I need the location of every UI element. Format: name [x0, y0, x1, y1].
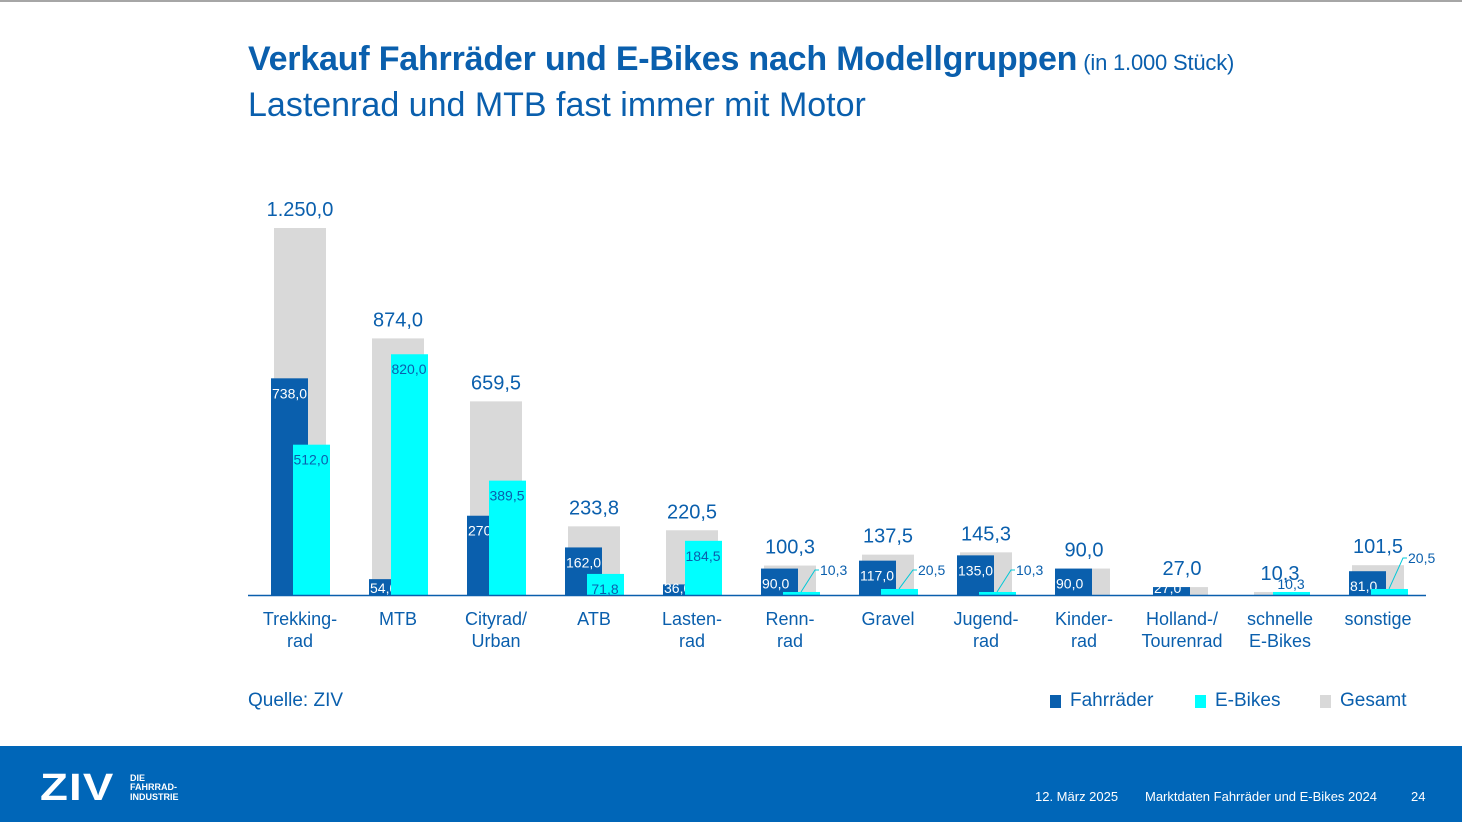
bar-fahrraeder [1153, 587, 1190, 595]
category-label: rad [973, 631, 999, 651]
legend-label: Gesamt [1340, 690, 1407, 711]
category-label: Renn- [765, 609, 814, 629]
bar-chart: 1.250,0 738,0 512,0 Trekking-rad 874,0 54,0 82… [248, 199, 1435, 651]
category-label: E-Bikes [1249, 631, 1311, 651]
category-label: Tourenrad [1141, 631, 1222, 651]
legend-item-gesamt: Gesamt [1320, 690, 1407, 712]
data-label-ebikes: 10,3 [820, 562, 847, 578]
bar-fahrraeder [1055, 568, 1092, 595]
data-label-ebikes: 820,0 [391, 361, 426, 377]
data-label-fahrraeder: 162,0 [566, 554, 601, 570]
bar-ebikes [685, 540, 722, 595]
bar-ebikes [391, 354, 428, 595]
category-label: rad [1071, 631, 1097, 651]
data-label-gesamt: 1.250,0 [267, 199, 334, 221]
data-label-fahrraeder: 90,0 [762, 576, 789, 592]
data-label-ebikes: 512,0 [293, 452, 328, 468]
chart-subtitle: Lastenrad und MTB fast immer mit Motor [248, 86, 866, 124]
title-unit: (in 1.000 Stück) [1083, 50, 1235, 75]
leader-line [996, 569, 1015, 593]
legend-label: Fahrräder [1070, 690, 1154, 711]
data-label-gesamt: 90,0 [1065, 540, 1104, 562]
category-label: Urban [471, 631, 520, 651]
category-label: rad [287, 631, 313, 651]
footer-doc-title: Marktdaten Fahrräder und E-Bikes 2024 [1145, 789, 1377, 804]
logo-sub-line: FAHRRAD- [130, 782, 177, 793]
data-label-gesamt: 10,3 [1261, 563, 1300, 585]
bar-ebikes [1371, 588, 1408, 595]
legend-item-ebikes: E-Bikes [1195, 690, 1280, 712]
ziv-logo: ZIV DIE FAHRRAD- INDUSTRIE [40, 767, 179, 809]
category-label: Jugend- [953, 609, 1018, 629]
legend-item-fahrraeder: Fahrräder [1050, 690, 1153, 712]
category-label: Lasten- [662, 609, 722, 629]
leader-line [800, 569, 819, 593]
top-border [0, 0, 1462, 2]
data-label-fahrraeder: 117,0 [860, 568, 894, 584]
data-label-gesamt: 220,5 [667, 501, 717, 523]
title-text: Verkauf Fahrräder und E-Bikes nach Model… [248, 40, 1078, 78]
data-label-ebikes: 10,3 [1277, 576, 1304, 592]
legend-label: E-Bikes [1215, 690, 1281, 711]
category-label: ATB [577, 609, 611, 629]
data-label-ebikes: 71,8 [591, 581, 618, 597]
data-label-gesamt: 659,5 [471, 372, 521, 394]
bar-fahrraeder [957, 555, 994, 595]
bar-ebikes [587, 573, 624, 595]
data-label-fahrraeder: 36,0 [664, 580, 691, 596]
category-label: rad [679, 631, 705, 651]
bar-fahrraeder [663, 584, 700, 595]
category-label: Holland-/ [1146, 609, 1218, 629]
footer-date: 12. März 2025 [1035, 789, 1119, 804]
footer-bar [0, 746, 1462, 822]
data-label-fahrraeder: 54,0 [370, 580, 397, 596]
leader-line [898, 569, 917, 590]
data-label-fahrraeder: 738,0 [272, 385, 307, 401]
data-label-ebikes: 20,5 [918, 562, 945, 578]
data-label-gesamt: 137,5 [863, 526, 913, 548]
bar-fahrraeder [761, 568, 798, 595]
category-label: rad [777, 631, 803, 651]
logo-sub-line: INDUSTRIE [130, 791, 179, 802]
data-label-gesamt: 145,3 [961, 523, 1011, 545]
data-label-ebikes: 20,5 [1408, 550, 1435, 566]
bar-ebikes [979, 591, 1016, 595]
category-label: Kinder- [1055, 609, 1113, 629]
data-label-ebikes: 184,5 [685, 548, 720, 564]
bar-ebikes [783, 591, 820, 595]
data-label-gesamt: 233,8 [569, 497, 619, 519]
legend-swatch-gesamt [1320, 694, 1331, 708]
source-note: Quelle: ZIV [248, 690, 344, 711]
data-label-gesamt: 101,5 [1353, 536, 1403, 558]
category-label: Gravel [861, 609, 914, 629]
bar-ebikes [1273, 591, 1310, 595]
data-label-ebikes: 10,3 [1016, 562, 1043, 578]
legend-swatch-ebikes [1195, 694, 1206, 708]
data-label-ebikes: 389,5 [489, 488, 524, 504]
bar-ebikes [489, 480, 526, 595]
bar-ebikes [881, 588, 918, 595]
category-label: sonstige [1344, 609, 1411, 629]
chart-title: Verkauf Fahrräder und E-Bikes nach Model… [248, 40, 1234, 79]
data-label-gesamt: 100,3 [765, 537, 815, 559]
logo-sub-line: DIE [130, 772, 146, 783]
data-label-fahrraeder: 27,0 [1154, 580, 1181, 596]
logo-sub: DIE FAHRRAD- INDUSTRIE [130, 772, 179, 803]
data-label-fahrraeder: 90,0 [1056, 576, 1083, 592]
legend-swatch-fahrraeder [1050, 694, 1061, 708]
footer-page-number: 24 [1411, 789, 1426, 804]
category-label: schnelle [1247, 609, 1313, 629]
data-label-fahrraeder: 81,0 [1350, 578, 1377, 594]
leader-line [1388, 557, 1407, 590]
category-label: Cityrad/ [465, 609, 527, 629]
data-label-fahrraeder: 135,0 [958, 562, 993, 578]
logo-main: ZIV [40, 767, 115, 809]
category-label: MTB [379, 609, 417, 629]
data-label-gesamt: 27,0 [1163, 558, 1202, 580]
category-label: Trekking- [263, 609, 337, 629]
bar-ebikes [293, 444, 330, 595]
data-label-gesamt: 874,0 [373, 309, 423, 331]
